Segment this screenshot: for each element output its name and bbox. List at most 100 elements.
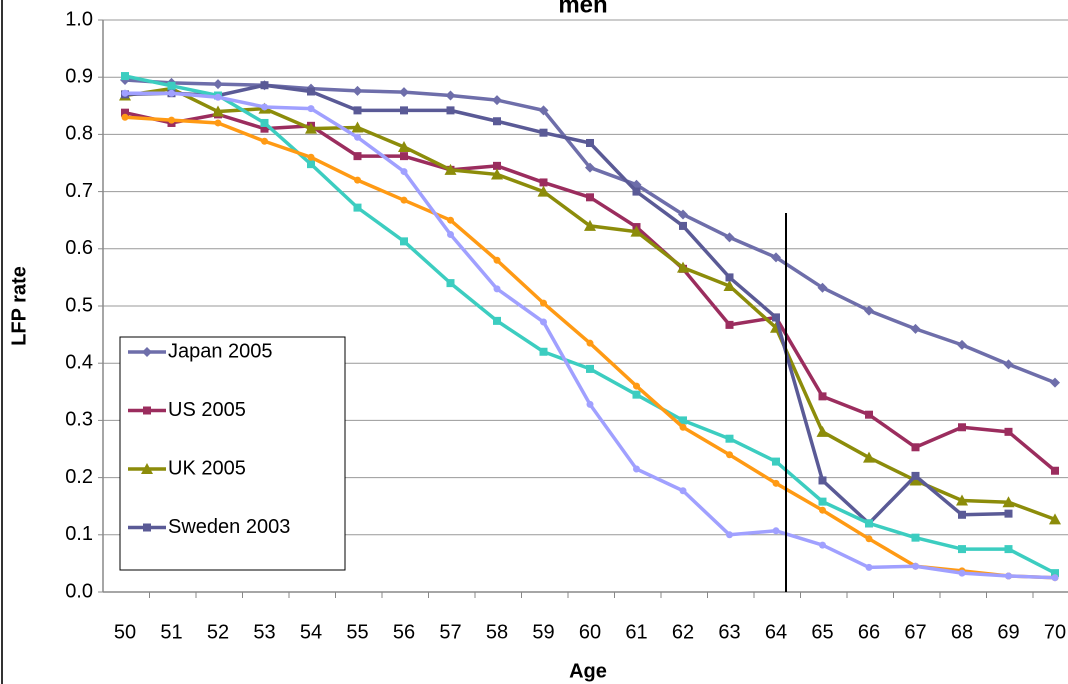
x-tick-label: 60 bbox=[579, 621, 601, 643]
marker bbox=[911, 471, 920, 480]
marker bbox=[633, 465, 640, 473]
marker bbox=[307, 153, 315, 161]
legend-items: Japan 2005 US 2005 UK 2005 Sweden 2003 bbox=[128, 340, 290, 538]
y-tick-label: 0.8 bbox=[65, 123, 93, 145]
marker bbox=[772, 313, 780, 322]
marker bbox=[1051, 466, 1059, 475]
marker bbox=[307, 160, 315, 169]
marker bbox=[585, 162, 595, 173]
marker bbox=[121, 108, 129, 117]
marker bbox=[817, 282, 828, 293]
marker bbox=[213, 79, 223, 90]
marker bbox=[121, 89, 129, 97]
marker bbox=[261, 103, 268, 111]
marker bbox=[354, 176, 361, 184]
marker bbox=[772, 457, 780, 466]
marker bbox=[400, 196, 408, 204]
x-tick-label: 58 bbox=[486, 621, 508, 643]
marker bbox=[493, 316, 501, 325]
marker bbox=[1050, 377, 1060, 388]
marker bbox=[540, 318, 547, 326]
marker bbox=[1051, 569, 1059, 578]
marker bbox=[214, 119, 222, 127]
marker bbox=[351, 121, 364, 133]
marker bbox=[307, 105, 315, 113]
marker bbox=[865, 563, 873, 571]
marker bbox=[958, 510, 966, 519]
x-tick-label: 50 bbox=[114, 621, 136, 643]
marker bbox=[353, 106, 362, 115]
legend-label: US 2005 bbox=[168, 399, 246, 421]
marker bbox=[1051, 574, 1059, 582]
marker bbox=[537, 185, 550, 197]
x-tick-label: 70 bbox=[1044, 621, 1066, 643]
marker bbox=[911, 443, 920, 452]
marker bbox=[260, 118, 269, 127]
x-axis-label: Age bbox=[569, 660, 607, 682]
marker bbox=[956, 494, 968, 506]
marker bbox=[493, 161, 501, 170]
y-tick-label: 0.2 bbox=[65, 466, 93, 488]
marker bbox=[447, 231, 454, 238]
marker bbox=[1004, 427, 1013, 436]
marker bbox=[214, 93, 222, 101]
marker bbox=[863, 451, 875, 463]
x-tick-label: 68 bbox=[951, 621, 973, 643]
marker bbox=[400, 237, 408, 246]
marker bbox=[864, 305, 874, 316]
marker bbox=[584, 219, 596, 231]
marker bbox=[677, 261, 689, 273]
marker bbox=[141, 463, 153, 474]
marker bbox=[726, 531, 733, 539]
marker bbox=[910, 323, 921, 334]
marker bbox=[678, 209, 688, 220]
marker bbox=[586, 339, 594, 347]
marker bbox=[818, 497, 827, 506]
chart-title: men bbox=[558, 0, 607, 18]
marker bbox=[353, 152, 362, 161]
x-tick-label: 61 bbox=[625, 621, 647, 643]
marker bbox=[400, 106, 408, 115]
y-tick-label: 0.1 bbox=[65, 523, 93, 545]
marker bbox=[958, 545, 966, 554]
x-tick-label: 54 bbox=[300, 621, 322, 643]
marker bbox=[1003, 359, 1014, 370]
plot bbox=[119, 72, 1061, 582]
marker bbox=[445, 90, 456, 101]
marker bbox=[1004, 545, 1013, 554]
marker bbox=[772, 479, 780, 487]
marker bbox=[865, 519, 873, 528]
marker bbox=[958, 423, 966, 432]
marker bbox=[121, 113, 129, 121]
marker bbox=[865, 535, 873, 543]
marker bbox=[212, 105, 224, 117]
y-tick-label: 0.9 bbox=[65, 65, 93, 87]
marker bbox=[957, 339, 967, 350]
marker bbox=[143, 523, 151, 532]
marker bbox=[261, 137, 268, 145]
marker bbox=[167, 81, 176, 90]
marker bbox=[911, 533, 920, 542]
y-tick-label: 0.0 bbox=[65, 580, 93, 602]
y-tick-label: 1.0 bbox=[65, 8, 93, 30]
x-tick-label: 56 bbox=[393, 621, 415, 643]
marker bbox=[632, 187, 641, 196]
marker bbox=[1049, 513, 1061, 525]
marker bbox=[679, 487, 687, 495]
marker bbox=[539, 178, 548, 187]
marker bbox=[818, 476, 827, 485]
x-tick-label: 66 bbox=[858, 621, 880, 643]
y-tick-label: 0.5 bbox=[65, 294, 93, 316]
marker bbox=[353, 203, 362, 212]
marker bbox=[260, 81, 269, 90]
marker bbox=[724, 232, 735, 243]
marker bbox=[447, 216, 454, 224]
y-tick-label: 0.4 bbox=[65, 351, 93, 373]
marker bbox=[725, 273, 734, 282]
x-tick-label: 59 bbox=[532, 621, 554, 643]
marker bbox=[307, 87, 315, 96]
marker bbox=[538, 105, 549, 116]
marker bbox=[633, 382, 640, 390]
marker bbox=[819, 506, 826, 514]
marker bbox=[586, 400, 594, 408]
